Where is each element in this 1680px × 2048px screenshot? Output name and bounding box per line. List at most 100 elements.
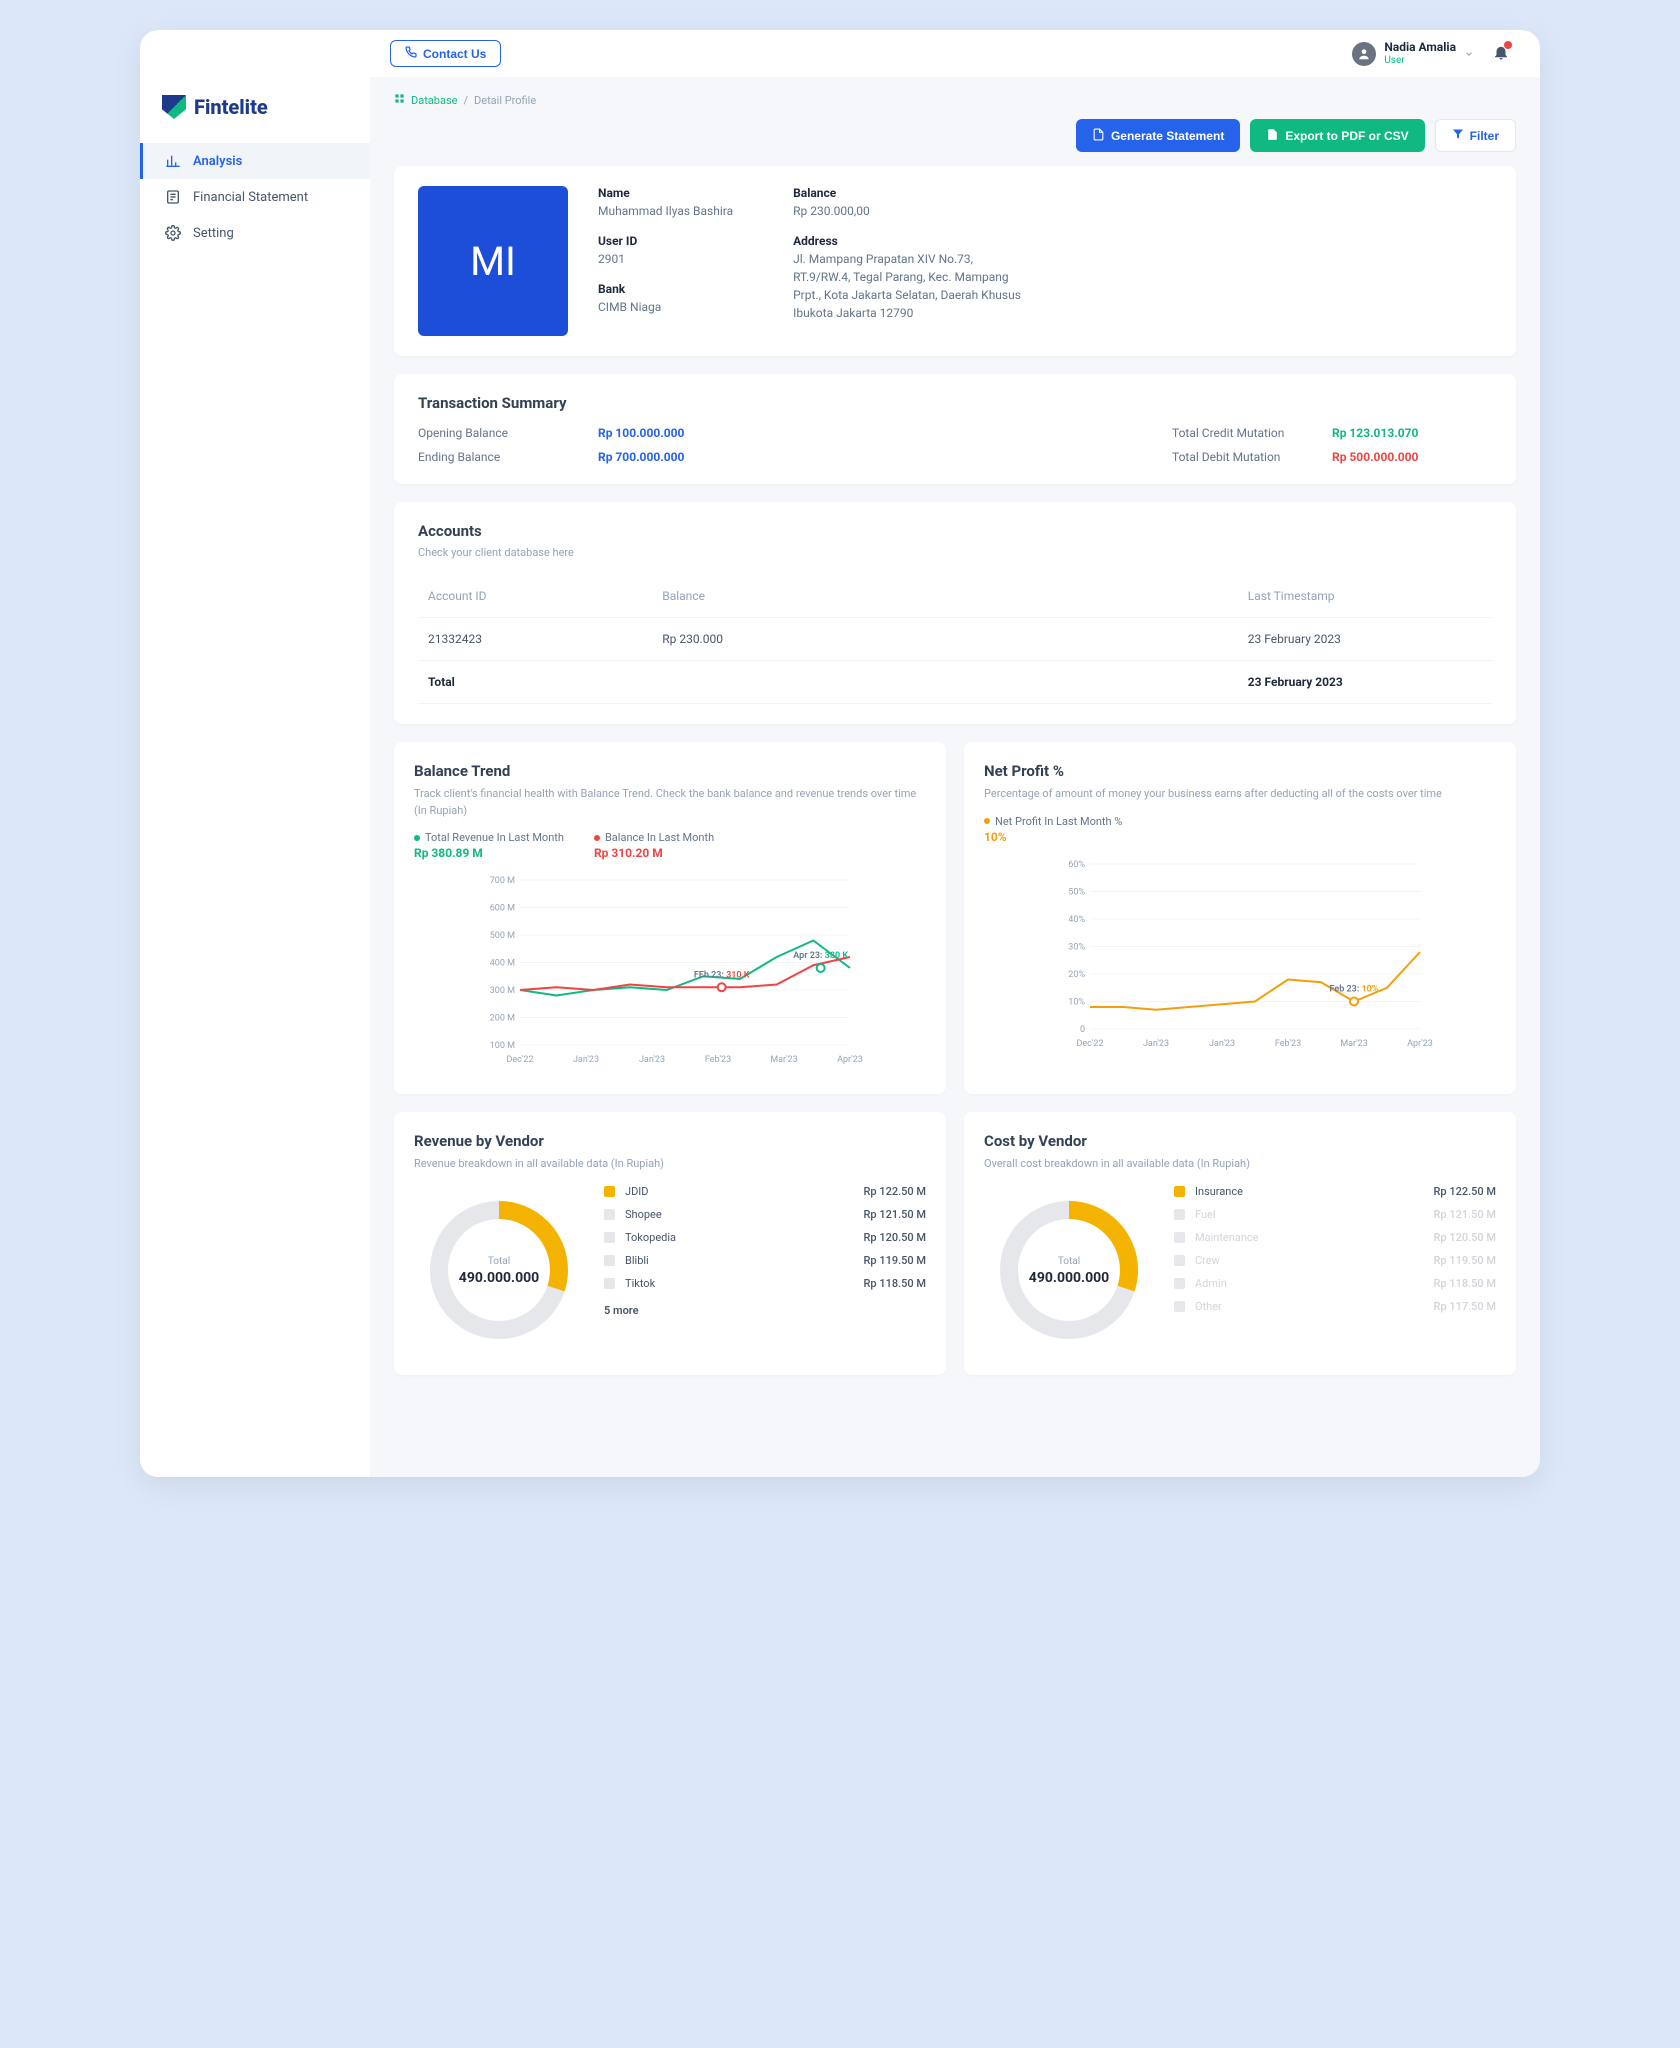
address-label: Address bbox=[793, 234, 1033, 248]
vendor-color-swatch bbox=[604, 1209, 615, 1220]
revenue-vendor-card: Revenue by Vendor Revenue breakdown in a… bbox=[394, 1112, 946, 1375]
net-profit-card: Net Profit % Percentage of amount of mon… bbox=[964, 742, 1516, 1094]
vendor-value: Rp 119.50 M bbox=[863, 1254, 926, 1267]
svg-text:20%: 20% bbox=[1068, 970, 1085, 980]
vendor-more-link[interactable]: 5 more bbox=[604, 1304, 926, 1317]
vendor-value: Rp 120.50 M bbox=[1433, 1231, 1496, 1244]
cost-vendor-title: Cost by Vendor bbox=[984, 1132, 1496, 1150]
user-menu[interactable]: Nadia Amalia User bbox=[1352, 41, 1474, 65]
summary-title: Transaction Summary bbox=[418, 394, 1492, 412]
logo-mark-icon bbox=[162, 95, 186, 119]
revenue-vendor-list: JDIDRp 122.50 M ShopeeRp 121.50 M Tokopedi… bbox=[604, 1185, 926, 1317]
debit-label: Total Debit Mutation bbox=[1172, 450, 1332, 464]
vendor-row[interactable]: Blibli Rp 119.50 M bbox=[604, 1254, 926, 1267]
topbar: Contact Us Nadia Amalia User bbox=[140, 30, 1540, 77]
vendor-color-swatch bbox=[604, 1255, 615, 1266]
sidebar: Fintelite AnalysisFinancial Statement Set… bbox=[140, 77, 370, 1477]
sidebar-item-analysis[interactable]: Analysis bbox=[140, 143, 370, 179]
balance-value: Rp 230.000,00 bbox=[793, 202, 1033, 220]
generate-statement-button[interactable]: Generate Statement bbox=[1076, 119, 1240, 152]
svg-text:30%: 30% bbox=[1068, 942, 1085, 952]
opening-value: Rp 100.000.000 bbox=[598, 426, 778, 440]
userid-label: User ID bbox=[598, 234, 733, 248]
nav-icon bbox=[165, 189, 181, 205]
svg-text:50%: 50% bbox=[1068, 887, 1085, 897]
vendor-name: Crew bbox=[1195, 1254, 1423, 1267]
vendor-value: Rp 120.50 M bbox=[863, 1231, 926, 1244]
vendor-row[interactable]: ShopeeRp 121.50 M bbox=[604, 1208, 926, 1221]
nav-icon bbox=[165, 153, 181, 169]
svg-text:Total: Total bbox=[1058, 1256, 1080, 1267]
vendor-color-swatch bbox=[1174, 1301, 1185, 1312]
logo-text: Fintelite bbox=[194, 95, 268, 119]
profile-avatar: MI bbox=[418, 186, 568, 336]
vendor-value: Rp 121.50 M bbox=[863, 1208, 926, 1221]
svg-text:Apr'23: Apr'23 bbox=[837, 1055, 863, 1065]
vendor-row[interactable]: Insurance Rp 122.50 M bbox=[1174, 1185, 1496, 1198]
bank-label: Bank bbox=[598, 282, 733, 296]
vendor-row[interactable]: OtherRp 117.50 M bbox=[1174, 1300, 1496, 1313]
sidebar-item-financial-statement[interactable]: Financial Statement bbox=[140, 179, 370, 215]
accounts-subtitle: Check your client database here bbox=[418, 546, 1492, 559]
col-balance: Balance bbox=[662, 589, 857, 603]
profile-card: MI NameMuhammad Ilyas Bashira User ID290… bbox=[394, 166, 1516, 356]
cost-vendor-card: Cost by Vendor Overall cost breakdown in… bbox=[964, 1112, 1516, 1375]
vendor-color-swatch bbox=[1174, 1186, 1185, 1197]
svg-text:Apr'23: Apr'23 bbox=[1407, 1039, 1433, 1049]
vendor-color-swatch bbox=[1174, 1232, 1185, 1243]
revenue-vendor-title: Revenue by Vendor bbox=[414, 1132, 926, 1150]
vendor-color-swatch bbox=[1174, 1255, 1185, 1266]
vendor-name: Insurance bbox=[1195, 1185, 1423, 1198]
svg-text:Mar'23: Mar'23 bbox=[1340, 1039, 1368, 1049]
notifications-button[interactable] bbox=[1492, 43, 1510, 65]
breadcrumb-root[interactable]: Database bbox=[411, 94, 457, 107]
vendor-row[interactable]: TiktokRp 118.50 M bbox=[604, 1277, 926, 1290]
user-name: Nadia Amalia bbox=[1384, 41, 1456, 54]
logo: Fintelite bbox=[140, 87, 370, 143]
svg-text:10%: 10% bbox=[1068, 997, 1085, 1007]
svg-text:Jan'23: Jan'23 bbox=[1209, 1039, 1235, 1049]
total-ts: 23 February 2023 bbox=[1248, 675, 1482, 689]
svg-text:Jan'23: Jan'23 bbox=[573, 1055, 599, 1065]
topbar-right: Nadia Amalia User bbox=[1352, 41, 1510, 65]
svg-text:Feb'23: Feb'23 bbox=[1275, 1039, 1301, 1049]
vendor-row[interactable]: MaintenanceRp 120.50 M bbox=[1174, 1231, 1496, 1244]
vendor-row[interactable]: Tokopedia Rp 120.50 M bbox=[604, 1231, 926, 1244]
contact-us-button[interactable]: Contact Us bbox=[390, 40, 501, 67]
export-button[interactable]: Export to PDF or CSV bbox=[1250, 119, 1424, 152]
user-role: User bbox=[1384, 55, 1456, 66]
svg-text:Total: Total bbox=[488, 1256, 510, 1267]
accounts-table: Account ID Balance Last Timestamp 213324… bbox=[418, 575, 1492, 704]
vendor-row[interactable]: JDIDRp 122.50 M bbox=[604, 1185, 926, 1198]
vendor-name: Tokopedia bbox=[625, 1231, 853, 1244]
cost-vendor-list: Insurance Rp 122.50 M FuelRp 121.50 M Maint… bbox=[1174, 1185, 1496, 1313]
vendor-value: Rp 122.50 M bbox=[1433, 1185, 1496, 1198]
vendor-name: Blibli bbox=[625, 1254, 853, 1267]
svg-text:Dec'22: Dec'22 bbox=[506, 1055, 533, 1065]
export-icon bbox=[1266, 128, 1279, 144]
vendor-name: Other bbox=[1195, 1300, 1423, 1313]
filter-button[interactable]: Filter bbox=[1435, 119, 1516, 152]
sidebar-item-setting[interactable]: Setting bbox=[140, 215, 370, 251]
svg-text:200 M: 200 M bbox=[490, 1014, 515, 1024]
vendor-row[interactable]: AdminRp 118.50 M bbox=[1174, 1277, 1496, 1290]
table-row[interactable]: 21332423Rp 230.00023 February 2023 bbox=[418, 618, 1492, 661]
svg-text:Feb 23: 10%: Feb 23: 10% bbox=[1330, 984, 1379, 994]
accounts-card: Accounts Check your client database here… bbox=[394, 502, 1516, 724]
svg-text:490.000.000: 490.000.000 bbox=[459, 1270, 539, 1286]
balance-trend-desc: Track client's financial health with Bal… bbox=[414, 786, 926, 819]
col-account-id: Account ID bbox=[428, 589, 662, 603]
grid-icon bbox=[394, 93, 405, 107]
vendor-row[interactable]: FuelRp 121.50 M bbox=[1174, 1208, 1496, 1221]
svg-text:0: 0 bbox=[1080, 1025, 1085, 1035]
cost-donut-chart: Total490.000.000 bbox=[984, 1185, 1154, 1355]
chevron-down-icon bbox=[1464, 44, 1474, 63]
bank-value: CIMB Niaga bbox=[598, 298, 733, 316]
nav-label: Setting bbox=[193, 226, 234, 241]
app-frame: Contact Us Nadia Amalia User bbox=[140, 30, 1540, 1477]
svg-text:300 M: 300 M bbox=[490, 986, 515, 996]
phone-icon bbox=[405, 46, 417, 61]
vendor-row[interactable]: CrewRp 119.50 M bbox=[1174, 1254, 1496, 1267]
svg-text:60%: 60% bbox=[1068, 860, 1085, 870]
vendor-color-swatch bbox=[604, 1278, 615, 1289]
